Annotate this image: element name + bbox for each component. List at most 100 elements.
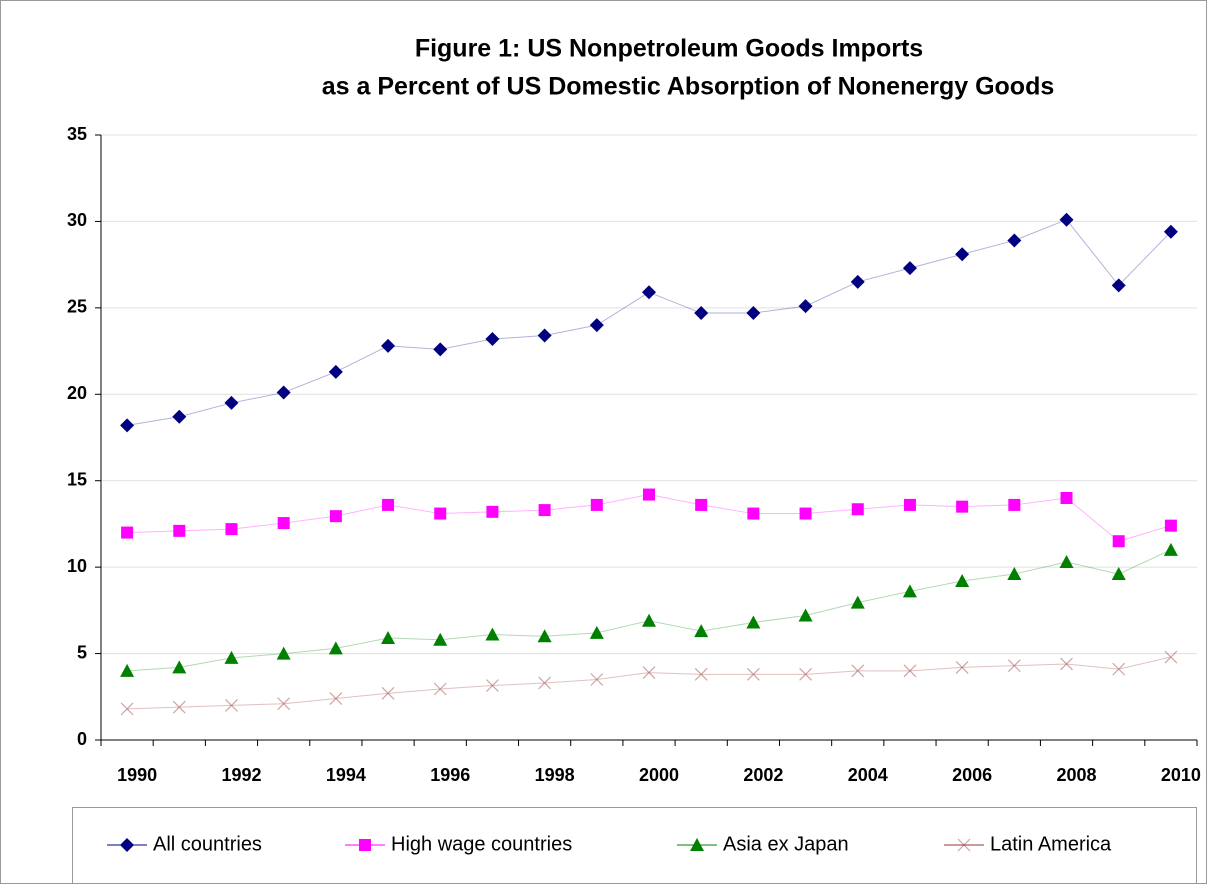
marker xyxy=(328,641,343,655)
marker xyxy=(120,702,134,716)
marker xyxy=(903,664,917,678)
marker xyxy=(955,660,969,674)
marker xyxy=(955,247,970,262)
marker xyxy=(224,395,239,410)
marker xyxy=(694,624,709,638)
marker xyxy=(850,274,865,289)
marker xyxy=(1164,650,1178,664)
marker xyxy=(799,507,812,520)
marker xyxy=(486,505,499,518)
y-tick-label: 15 xyxy=(67,469,87,489)
marker xyxy=(172,660,187,674)
marker xyxy=(1112,662,1126,676)
marker xyxy=(1059,212,1074,227)
marker xyxy=(955,573,970,587)
y-tick-label: 30 xyxy=(67,210,87,230)
marker xyxy=(746,615,761,629)
x-tick-label: 1990 xyxy=(117,765,157,785)
x-tick-label: 2006 xyxy=(952,765,992,785)
x-tick-label: 2008 xyxy=(1057,765,1097,785)
legend-label: Latin America xyxy=(990,833,1112,855)
marker xyxy=(642,613,656,627)
marker xyxy=(120,838,134,852)
marker xyxy=(225,699,238,712)
marker xyxy=(747,507,760,520)
x-tick-label: 1992 xyxy=(221,765,261,785)
marker xyxy=(224,650,239,664)
marker xyxy=(538,676,552,690)
x-tick-label: 1998 xyxy=(535,765,575,785)
x-tick-label: 2000 xyxy=(639,765,679,785)
marker xyxy=(359,839,371,851)
x-tick-label: 2010 xyxy=(1161,765,1201,785)
marker xyxy=(277,697,291,711)
y-tick-label: 0 xyxy=(77,729,87,749)
legend-box xyxy=(72,807,1197,884)
marker xyxy=(328,364,343,379)
marker xyxy=(746,306,761,321)
marker xyxy=(277,517,290,530)
marker xyxy=(589,625,604,639)
marker xyxy=(694,306,709,321)
y-tick-label: 20 xyxy=(67,383,87,403)
marker xyxy=(1059,554,1074,568)
marker xyxy=(486,679,499,692)
marker xyxy=(642,666,656,680)
marker xyxy=(902,261,917,276)
y-tick-label: 35 xyxy=(67,124,87,144)
marker xyxy=(589,318,604,333)
marker xyxy=(1163,224,1178,239)
y-tick-label: 10 xyxy=(67,556,87,576)
marker xyxy=(173,524,186,537)
marker xyxy=(1060,492,1073,504)
x-tick-label: 2002 xyxy=(743,765,783,785)
marker xyxy=(225,523,238,536)
marker xyxy=(433,632,448,646)
marker xyxy=(381,631,396,645)
marker xyxy=(903,498,916,511)
legend-label: Asia ex Japan xyxy=(723,833,849,855)
marker xyxy=(851,503,864,516)
marker xyxy=(329,510,342,523)
marker xyxy=(433,342,448,357)
x-tick-label: 2004 xyxy=(848,765,888,785)
legend-label: High wage countries xyxy=(391,833,572,855)
legend-label: All countries xyxy=(153,833,262,855)
marker xyxy=(1163,542,1178,556)
marker xyxy=(1111,567,1126,581)
marker xyxy=(434,507,447,520)
marker xyxy=(590,673,604,686)
marker xyxy=(329,692,343,705)
marker xyxy=(643,488,655,501)
marker xyxy=(694,667,708,681)
marker xyxy=(381,686,395,700)
marker xyxy=(433,682,447,696)
marker xyxy=(957,838,971,852)
marker xyxy=(485,331,500,346)
marker xyxy=(381,338,396,353)
marker xyxy=(1008,498,1021,511)
marker xyxy=(1111,278,1126,293)
y-tick-label: 5 xyxy=(77,642,87,662)
marker xyxy=(1060,657,1073,671)
marker xyxy=(120,418,135,433)
marker xyxy=(902,584,917,598)
marker xyxy=(799,667,812,681)
marker xyxy=(690,838,704,851)
series-line xyxy=(127,656,1172,710)
marker xyxy=(485,627,500,641)
marker xyxy=(850,595,865,609)
marker xyxy=(537,629,552,643)
x-tick-label: 1996 xyxy=(430,765,470,785)
marker xyxy=(1112,535,1125,548)
marker xyxy=(172,700,186,714)
marker xyxy=(1007,659,1021,673)
marker xyxy=(851,664,865,678)
marker xyxy=(538,504,551,517)
marker xyxy=(276,646,291,660)
marker xyxy=(746,667,760,681)
marker xyxy=(537,328,552,343)
marker xyxy=(276,385,291,400)
